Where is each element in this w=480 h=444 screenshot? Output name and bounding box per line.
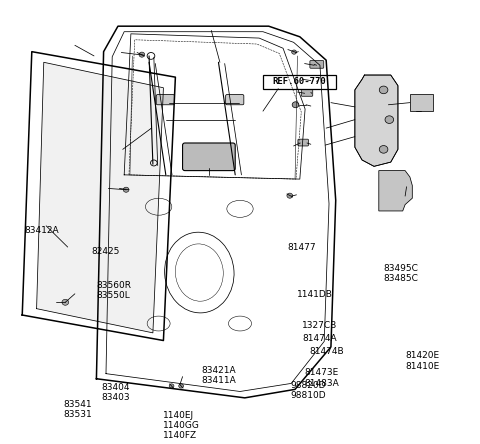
- Text: 81420E
81410E: 81420E 81410E: [405, 351, 439, 371]
- Circle shape: [292, 102, 299, 108]
- Text: 83495C
83485C: 83495C 83485C: [384, 264, 419, 283]
- Circle shape: [62, 299, 69, 305]
- Circle shape: [287, 193, 293, 198]
- Bar: [410, 94, 433, 111]
- Circle shape: [179, 384, 183, 388]
- Text: REF.60-770: REF.60-770: [273, 77, 326, 86]
- Text: 83412A: 83412A: [24, 226, 59, 235]
- Text: 1327CB: 1327CB: [302, 321, 337, 330]
- Circle shape: [139, 52, 145, 57]
- FancyBboxPatch shape: [310, 60, 324, 68]
- Text: 82425: 82425: [92, 247, 120, 256]
- FancyBboxPatch shape: [182, 143, 235, 170]
- Circle shape: [169, 384, 174, 388]
- Text: 83404
83403: 83404 83403: [101, 383, 130, 402]
- Circle shape: [385, 116, 394, 123]
- FancyBboxPatch shape: [298, 139, 309, 146]
- Circle shape: [379, 86, 388, 94]
- FancyBboxPatch shape: [301, 89, 313, 96]
- Bar: [263, 75, 336, 89]
- Circle shape: [123, 187, 129, 192]
- Polygon shape: [36, 62, 163, 333]
- Polygon shape: [379, 170, 412, 211]
- Text: 1140EJ
1140GG
1140FZ: 1140EJ 1140GG 1140FZ: [163, 411, 200, 440]
- Text: 83541
83531: 83541 83531: [63, 400, 92, 420]
- FancyBboxPatch shape: [156, 95, 174, 105]
- Circle shape: [379, 146, 388, 153]
- Text: 81474A: 81474A: [302, 334, 337, 343]
- Text: 83560R
83550L: 83560R 83550L: [96, 281, 132, 301]
- FancyBboxPatch shape: [226, 95, 244, 105]
- Text: 81477: 81477: [288, 243, 316, 252]
- Text: 81473E
81483A: 81473E 81483A: [305, 368, 339, 388]
- Text: 81474B: 81474B: [310, 347, 344, 356]
- FancyBboxPatch shape: [308, 76, 320, 83]
- Text: 1141DB: 1141DB: [298, 289, 333, 298]
- Circle shape: [292, 50, 297, 54]
- Polygon shape: [355, 75, 398, 166]
- Text: 83421A
83411A: 83421A 83411A: [202, 366, 237, 385]
- Text: 98820D
98810D: 98820D 98810D: [290, 381, 326, 400]
